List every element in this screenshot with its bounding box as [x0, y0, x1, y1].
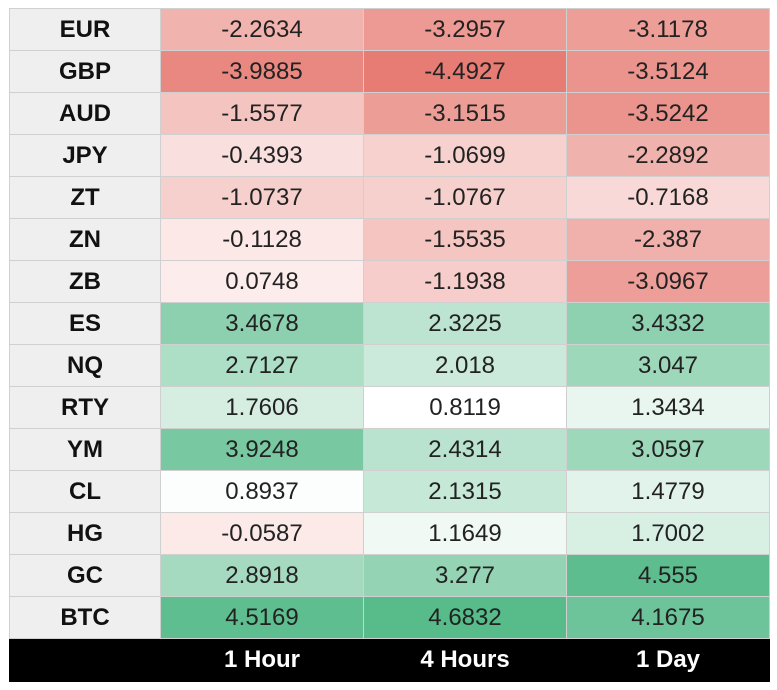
table-row: JPY -0.4393 -1.0699 -2.2892	[9, 134, 770, 177]
row-label: NQ	[9, 344, 161, 387]
heatmap-cell: -1.5535	[363, 218, 567, 261]
table-row: HG -0.0587 1.1649 1.7002	[9, 512, 770, 555]
column-header: 1 Day	[566, 638, 770, 682]
heatmap-cell: -3.1515	[363, 92, 567, 135]
table-row: AUD -1.5577 -3.1515 -3.5242	[9, 92, 770, 135]
row-label: YM	[9, 428, 161, 471]
heatmap-cell: 3.4332	[566, 302, 770, 345]
column-header-row: 1 Hour 4 Hours 1 Day	[9, 638, 770, 682]
table-row: ES 3.4678 2.3225 3.4332	[9, 302, 770, 345]
row-label: BTC	[9, 596, 161, 639]
row-label: EUR	[9, 8, 161, 51]
heatmap-cell: -3.9885	[160, 50, 364, 93]
table-row: YM 3.9248 2.4314 3.0597	[9, 428, 770, 471]
row-label: RTY	[9, 386, 161, 429]
table-row: GC 2.8918 3.277 4.555	[9, 554, 770, 597]
heatmap-cell: 3.047	[566, 344, 770, 387]
heatmap-cell: 2.7127	[160, 344, 364, 387]
table-row: EUR -2.2634 -3.2957 -3.1178	[9, 8, 770, 51]
table-row: ZT -1.0737 -1.0767 -0.7168	[9, 176, 770, 219]
heatmap-cell: 3.277	[363, 554, 567, 597]
table-row: NQ 2.7127 2.018 3.047	[9, 344, 770, 387]
heatmap-cell: 2.1315	[363, 470, 567, 513]
heatmap-cell: -4.4927	[363, 50, 567, 93]
heatmap-table: EUR -2.2634 -3.2957 -3.1178 GBP -3.9885 -4.492…	[9, 8, 770, 682]
row-label: ZN	[9, 218, 161, 261]
heatmap-cell: 0.0748	[160, 260, 364, 303]
heatmap-cell: -1.5577	[160, 92, 364, 135]
heatmap-cell: -3.5242	[566, 92, 770, 135]
row-label: GBP	[9, 50, 161, 93]
heatmap-cell: 2.4314	[363, 428, 567, 471]
heatmap-cell: -0.0587	[160, 512, 364, 555]
heatmap-cell: 4.1675	[566, 596, 770, 639]
heatmap-cell: -3.1178	[566, 8, 770, 51]
corner-cell	[9, 638, 161, 682]
row-label: AUD	[9, 92, 161, 135]
heatmap-cell: 2.8918	[160, 554, 364, 597]
row-label: JPY	[9, 134, 161, 177]
row-label: ES	[9, 302, 161, 345]
row-label: ZT	[9, 176, 161, 219]
heatmap-cell: 1.1649	[363, 512, 567, 555]
row-label: HG	[9, 512, 161, 555]
table-row: RTY 1.7606 0.8119 1.3434	[9, 386, 770, 429]
heatmap-cell: -1.0737	[160, 176, 364, 219]
heatmap-cell: 3.4678	[160, 302, 364, 345]
heatmap-cell: -0.4393	[160, 134, 364, 177]
heatmap-cell: -0.7168	[566, 176, 770, 219]
heatmap-cell: 1.7002	[566, 512, 770, 555]
heatmap-cell: -2.2634	[160, 8, 364, 51]
heatmap-cell: -2.387	[566, 218, 770, 261]
heatmap-cell: -0.1128	[160, 218, 364, 261]
heatmap-cell: -3.2957	[363, 8, 567, 51]
heatmap-cell: 4.6832	[363, 596, 567, 639]
heatmap-cell: -1.0699	[363, 134, 567, 177]
heatmap-cell: 2.018	[363, 344, 567, 387]
heatmap-cell: 4.555	[566, 554, 770, 597]
column-header: 4 Hours	[363, 638, 567, 682]
heatmap-cell: -2.2892	[566, 134, 770, 177]
table-row: CL 0.8937 2.1315 1.4779	[9, 470, 770, 513]
row-label: GC	[9, 554, 161, 597]
heatmap-cell: -3.0967	[566, 260, 770, 303]
heatmap-cell: 1.7606	[160, 386, 364, 429]
heatmap-cell: 2.3225	[363, 302, 567, 345]
table-row: ZN -0.1128 -1.5535 -2.387	[9, 218, 770, 261]
heatmap-cell: 1.4779	[566, 470, 770, 513]
heatmap-cell: -1.0767	[363, 176, 567, 219]
heatmap-cell: 3.0597	[566, 428, 770, 471]
row-label: ZB	[9, 260, 161, 303]
heatmap-cell: 4.5169	[160, 596, 364, 639]
table-row: GBP -3.9885 -4.4927 -3.5124	[9, 50, 770, 93]
heatmap-cell: 3.9248	[160, 428, 364, 471]
row-label: CL	[9, 470, 161, 513]
heatmap-cell: -3.5124	[566, 50, 770, 93]
heatmap-cell: 1.3434	[566, 386, 770, 429]
heatmap-cell: -1.1938	[363, 260, 567, 303]
heatmap-cell: 0.8937	[160, 470, 364, 513]
table-row: BTC 4.5169 4.6832 4.1675	[9, 596, 770, 639]
column-header: 1 Hour	[160, 638, 364, 682]
heatmap-body: EUR -2.2634 -3.2957 -3.1178 GBP -3.9885 -4.492…	[9, 8, 770, 639]
table-row: ZB 0.0748 -1.1938 -3.0967	[9, 260, 770, 303]
heatmap-cell: 0.8119	[363, 386, 567, 429]
